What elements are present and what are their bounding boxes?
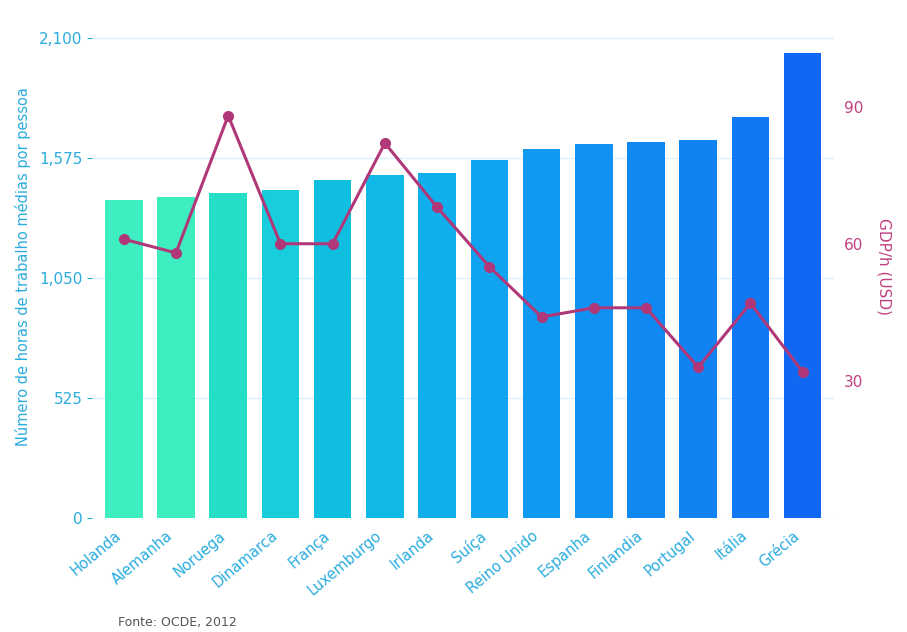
Bar <box>522 149 561 518</box>
Bar <box>261 190 299 518</box>
Bar <box>784 53 822 518</box>
Bar <box>210 193 247 518</box>
Y-axis label: Número de horas de trabalho médias por pessoa: Número de horas de trabalho médias por p… <box>15 87 31 446</box>
Bar <box>366 174 404 518</box>
Y-axis label: GDP/h (USD): GDP/h (USD) <box>877 218 892 315</box>
Bar <box>314 180 351 518</box>
Bar <box>575 144 612 518</box>
Text: Fonte: OCDE, 2012: Fonte: OCDE, 2012 <box>118 616 237 629</box>
Bar <box>157 197 195 518</box>
Bar <box>105 200 142 518</box>
Bar <box>471 159 508 518</box>
Bar <box>628 142 665 518</box>
Bar <box>418 173 456 518</box>
Bar <box>679 140 717 518</box>
Bar <box>732 118 769 518</box>
